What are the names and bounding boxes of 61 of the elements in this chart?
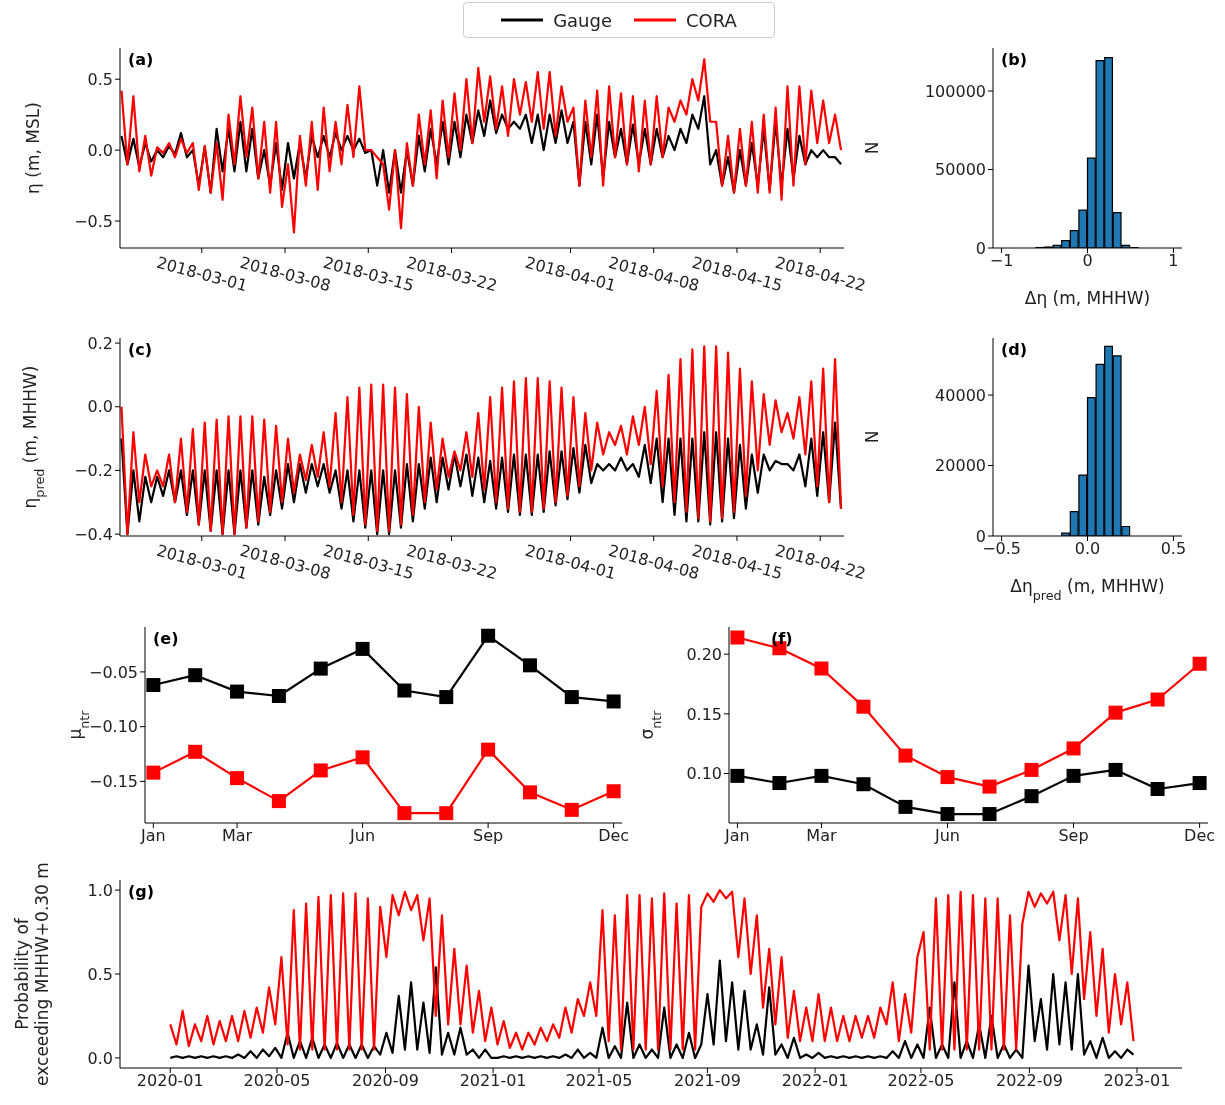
annotation: (e) [153,629,179,648]
x-tick-label: Jun [349,826,376,846]
x-tick-label: Jun [933,826,960,846]
y-tick-label: 40000 [935,385,986,405]
x-tick-label: 0.5 [1160,539,1187,559]
x-axis-title: Δη (m, MHHW) [1024,288,1151,308]
x-tick-label: Dec [598,826,630,846]
y-axis-title: Probability of exceeding MHHW+0.30 m [12,862,52,1086]
annotation: (g) [128,882,155,901]
y-tick-label: 0.15 [686,704,722,724]
y-tick-label: −0.5 [74,211,113,231]
x-tick-label: Jan [140,826,166,846]
y-tick-label: −0.10 [88,717,138,737]
annotation: (d) [1001,340,1028,359]
y-axis-title: N [862,141,882,155]
y-tick-label: −0.4 [74,524,113,544]
y-tick-label: 0.2 [87,333,113,353]
y-tick-label: 0.5 [87,69,113,89]
x-tick-label: 0 [1082,251,1093,271]
x-tick-label: 2021-01 [459,1071,527,1091]
x-tick-label: Jan [724,826,750,846]
x-tick-label: Sep [473,826,504,846]
x-tick-label: 1 [1168,251,1179,271]
y-tick-label: 20000 [935,456,986,476]
y-tick-label: 50000 [935,160,986,180]
x-tick-label: 2020-05 [243,1071,311,1091]
legend-label: Gauge [553,9,613,31]
x-tick-label: 2020-09 [352,1071,419,1091]
y-tick-label: 0.5 [87,964,113,984]
x-tick-label: 2020-01 [136,1071,204,1091]
x-tick-label: 2021-05 [565,1071,633,1091]
x-tick-label: Dec [1184,826,1216,846]
y-tick-label: 0 [975,238,986,258]
x-tick-label: Mar [806,826,837,846]
x-axis-title: Δη$_{pred}$ (m, MHHW) [1010,576,1165,603]
x-tick-label: 2022-09 [995,1071,1063,1091]
x-tick-label: 2021-09 [674,1071,741,1091]
y-tick-label: −0.05 [88,662,138,682]
x-tick-label: Sep [1058,826,1089,846]
x-tick-label: 2023-01 [1103,1071,1171,1091]
y-tick-label: 0.0 [87,397,113,417]
y-tick-label: −0.15 [88,772,138,792]
x-tick-label: −1 [989,251,1014,271]
x-tick-label: 2022-05 [887,1071,955,1091]
y-tick-label: 0 [975,526,986,546]
annotation: (a) [128,50,154,69]
y-tick-label: 1.0 [87,880,113,900]
legend-label: CORA [686,9,737,31]
annotation: (b) [1001,50,1028,69]
y-axis-title: η (m, MSL) [23,102,43,194]
y-tick-label: 100000 [924,81,986,101]
y-tick-label: 0.0 [87,140,113,160]
y-axis-title: N [862,430,882,444]
x-tick-label: 2022-01 [781,1071,849,1091]
y-tick-label: 0.20 [686,644,722,664]
y-tick-label: 0.10 [686,764,722,784]
x-tick-label: 0.0 [1074,539,1101,559]
y-tick-label: −0.2 [74,461,113,481]
y-tick-label: 0.0 [87,1048,113,1068]
x-tick-label: Mar [221,826,253,846]
annotation: (c) [128,340,153,359]
